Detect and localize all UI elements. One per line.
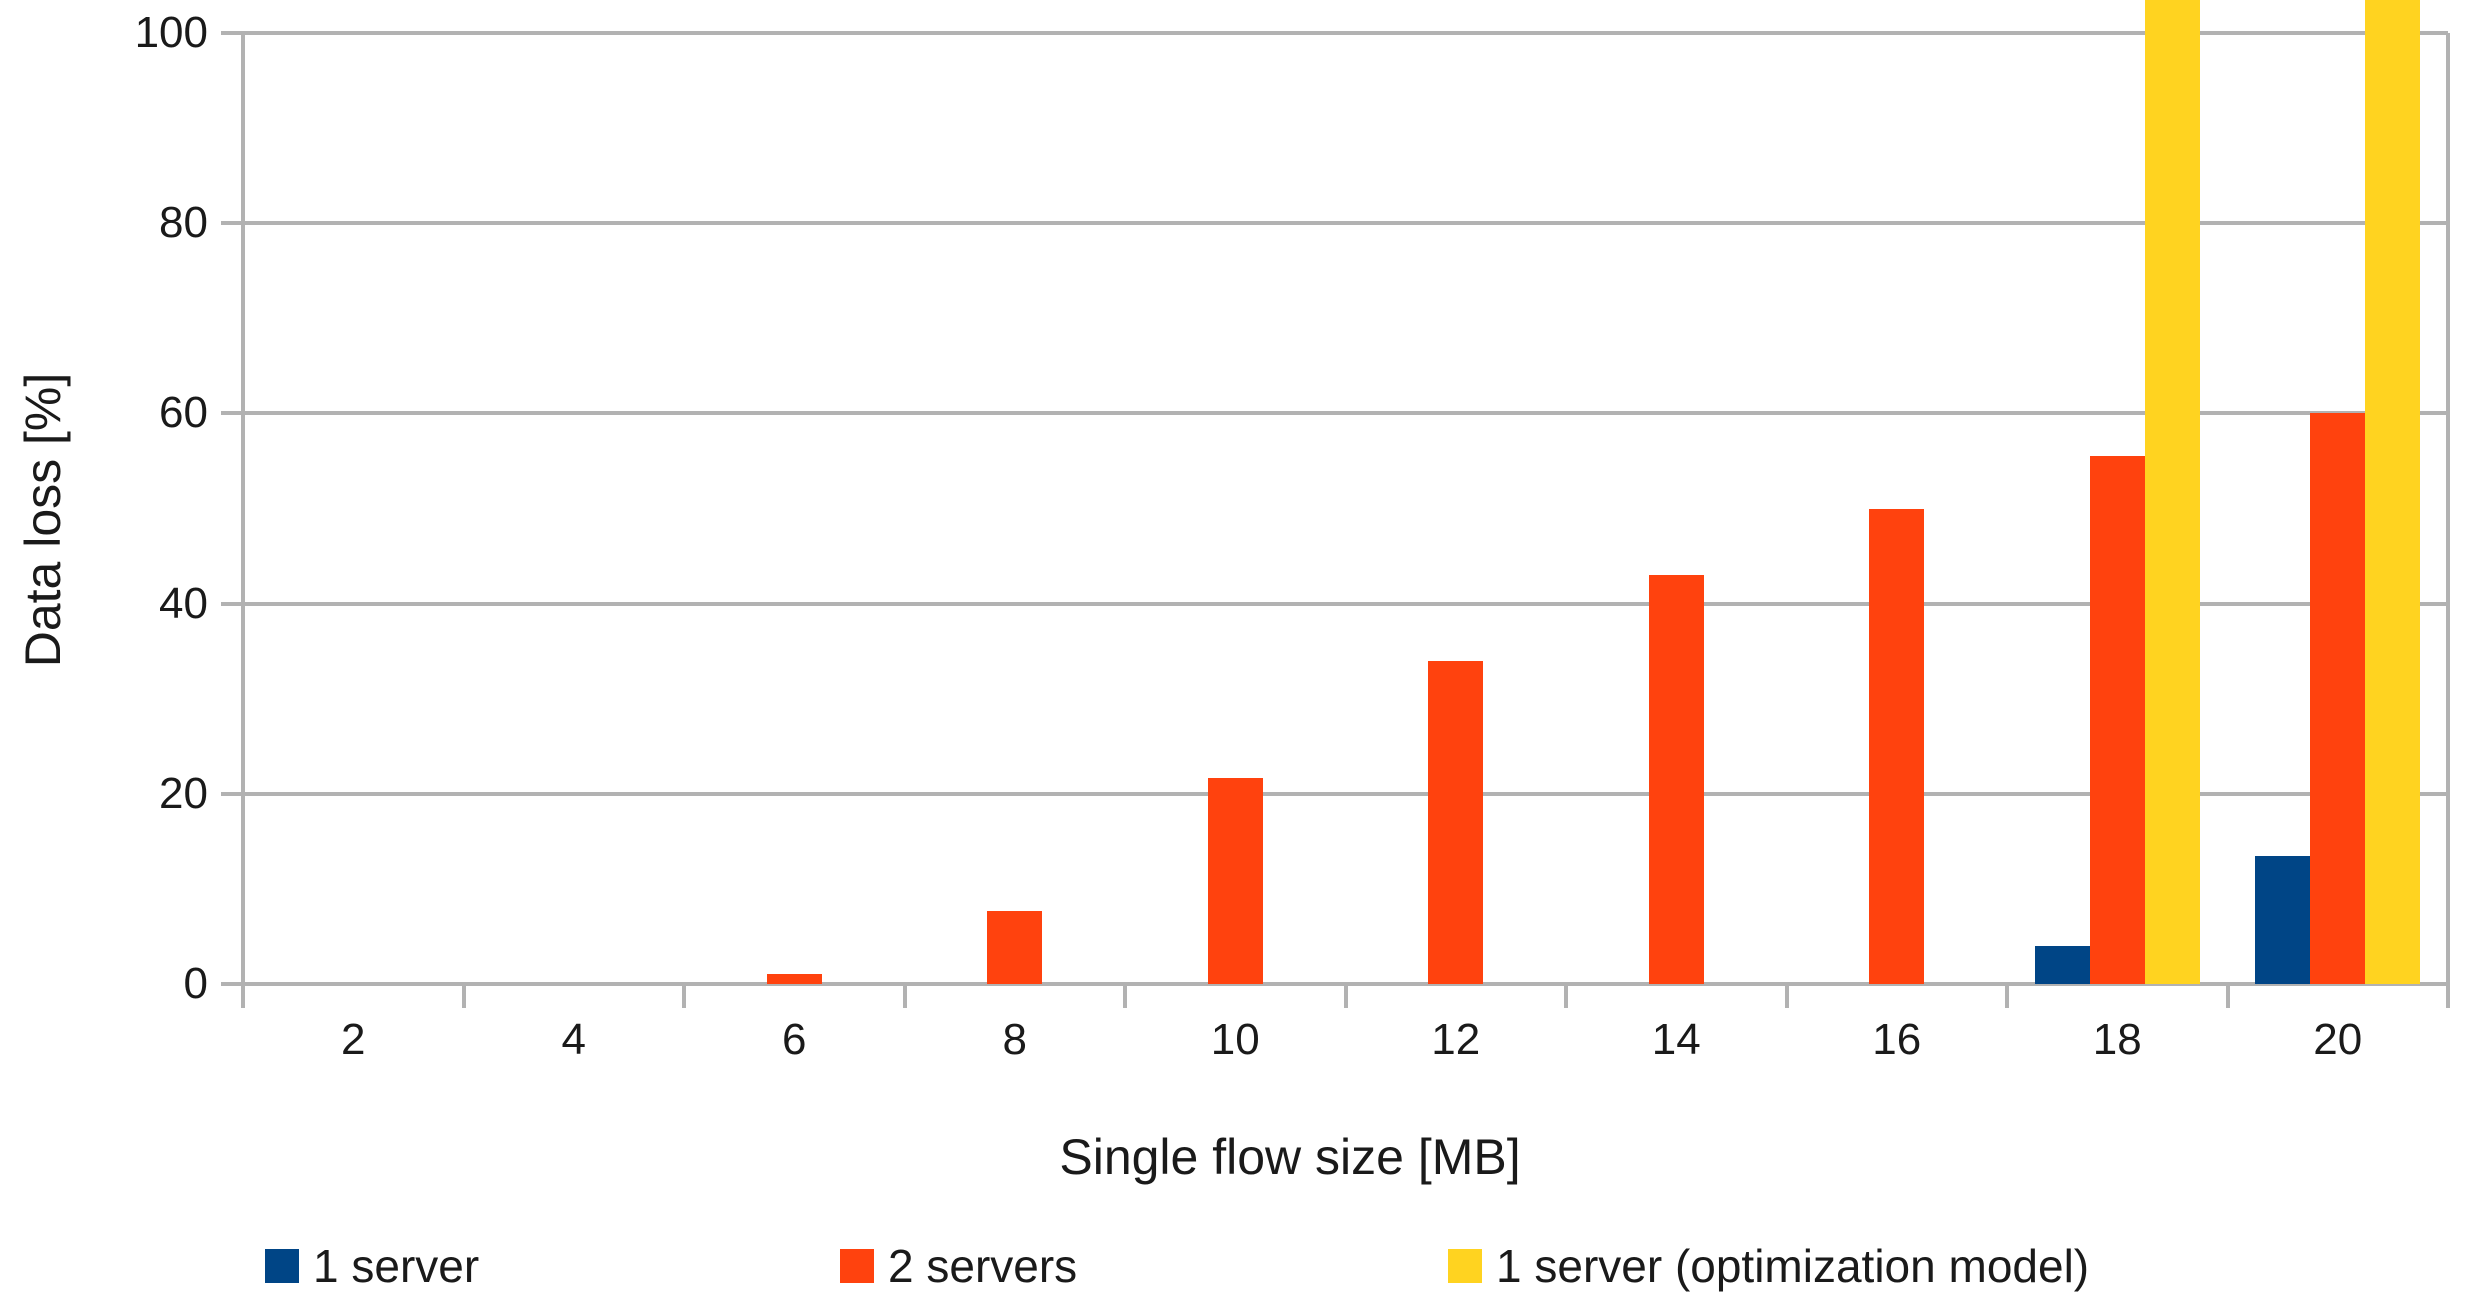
bar-1-server-optimization-model--18 bbox=[2144, 0, 2200, 984]
bar-2-servers-6 bbox=[766, 974, 822, 984]
y-tick-label-60: 60 bbox=[159, 388, 208, 438]
x-tick-mark-2 bbox=[682, 984, 686, 1008]
y-tick-label-20: 20 bbox=[159, 768, 208, 818]
legend-label: 1 server bbox=[313, 1240, 480, 1292]
gridline-20 bbox=[243, 791, 2448, 796]
gridline-80 bbox=[243, 221, 2448, 226]
bar-2-servers-16 bbox=[1869, 508, 1925, 984]
gridline-60 bbox=[243, 411, 2448, 416]
x-tick-mark-6 bbox=[1564, 984, 1568, 1008]
bar-2-servers-14 bbox=[1648, 575, 1704, 984]
legend-swatch-1-server bbox=[265, 1249, 299, 1283]
gridline-100 bbox=[243, 31, 2448, 35]
legend-label: 1 server (optimization model) bbox=[1496, 1240, 2090, 1292]
x-tick-label-10: 10 bbox=[1210, 1015, 1260, 1064]
legend-item-2-servers: 2 servers bbox=[840, 1240, 1077, 1292]
x-tick-mark-7 bbox=[1784, 984, 1789, 1008]
x-tick-label-8: 8 bbox=[1002, 1015, 1027, 1064]
x-tick-label-4: 4 bbox=[561, 1015, 586, 1064]
y-tick-label-100: 100 bbox=[134, 8, 208, 57]
y-tick-mark-20 bbox=[221, 791, 243, 796]
bar-2-servers-10 bbox=[1207, 777, 1263, 984]
bar-2-servers-12 bbox=[1428, 660, 1484, 984]
bar-1-server-optimization-model--20 bbox=[2365, 0, 2421, 984]
legend-label: 2 servers bbox=[888, 1240, 1078, 1292]
x-tick-mark-3 bbox=[902, 984, 907, 1008]
y-axis-line bbox=[241, 33, 245, 984]
x-tick-mark-10 bbox=[2446, 984, 2450, 1008]
plot-right-border bbox=[2446, 33, 2450, 984]
x-tick-label-2: 2 bbox=[341, 1015, 366, 1064]
x-tick-mark-9 bbox=[2225, 984, 2230, 1008]
y-tick-mark-40 bbox=[221, 601, 243, 606]
x-axis-title: Single flow size [MB] bbox=[1059, 1129, 1521, 1185]
y-tick-mark-60 bbox=[221, 411, 243, 416]
x-tick-label-12: 12 bbox=[1431, 1015, 1481, 1064]
x-tick-label-18: 18 bbox=[2092, 1015, 2142, 1064]
x-tick-mark-4 bbox=[1123, 984, 1127, 1008]
y-tick-label-80: 80 bbox=[159, 198, 208, 248]
bar-2-servers-18 bbox=[2089, 456, 2145, 984]
y-tick-mark-0 bbox=[221, 982, 243, 986]
y-tick-mark-100 bbox=[221, 31, 243, 35]
x-tick-label-16: 16 bbox=[1872, 1015, 1922, 1064]
legend-swatch-1-server-optimization-model- bbox=[1448, 1249, 1482, 1283]
x-tick-mark-8 bbox=[2005, 984, 2009, 1008]
bar-2-servers-8 bbox=[987, 910, 1043, 984]
legend-item-1-server-optimization-model-: 1 server (optimization model) bbox=[1448, 1240, 2089, 1292]
x-tick-label-14: 14 bbox=[1651, 1015, 1701, 1064]
y-tick-label-40: 40 bbox=[159, 578, 208, 628]
bar-2-servers-20 bbox=[2310, 413, 2366, 984]
x-tick-label-6: 6 bbox=[782, 1015, 807, 1064]
x-tick-label-20: 20 bbox=[2313, 1015, 2363, 1064]
bar-1-server-20 bbox=[2255, 855, 2311, 984]
legend-swatch-2-servers bbox=[840, 1249, 874, 1283]
x-tick-mark-5 bbox=[1343, 984, 1348, 1008]
x-tick-mark-1 bbox=[461, 984, 466, 1008]
y-tick-label-0: 0 bbox=[183, 959, 208, 1008]
gridline-40 bbox=[243, 601, 2448, 606]
legend-item-1-server: 1 server bbox=[265, 1240, 479, 1292]
x-tick-mark-0 bbox=[241, 984, 245, 1008]
y-tick-mark-80 bbox=[221, 221, 243, 226]
bar-1-server-18 bbox=[2034, 945, 2090, 984]
